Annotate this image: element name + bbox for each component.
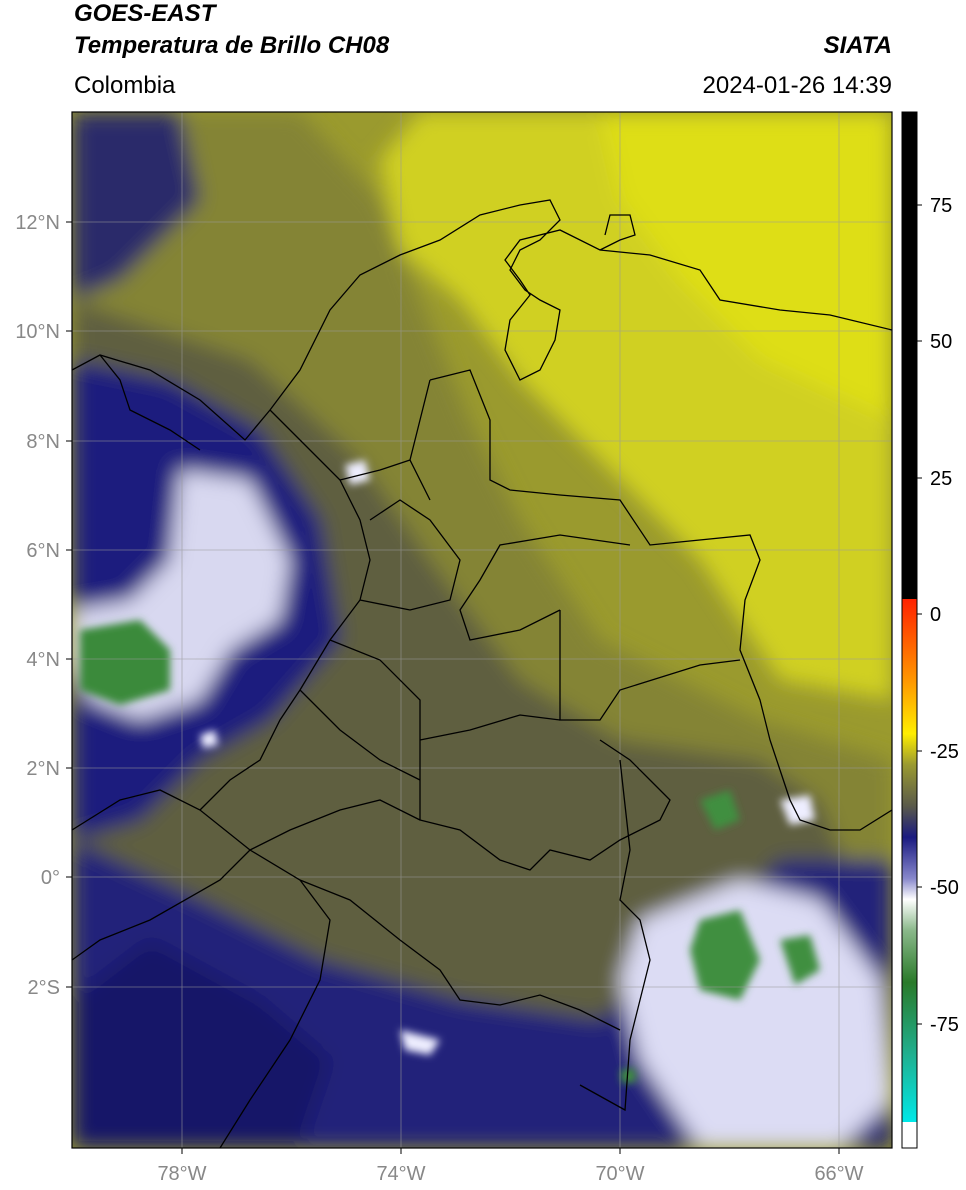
lat-label: 0°: [41, 867, 60, 889]
colorbar-scale: [901, 111, 918, 1149]
brand-label: SIATA: [823, 32, 892, 59]
colorbar-tick: -25: [930, 741, 959, 763]
longitude-labels: 78°W 74°W 70°W 66°W: [157, 1163, 863, 1185]
lat-label: 6°N: [26, 540, 60, 562]
colorbar-tick: 50: [930, 331, 952, 353]
colorbar-tick: -50: [930, 877, 959, 899]
timestamp-label: 2024-01-26 14:39: [702, 72, 893, 99]
lat-label: 2°N: [26, 758, 60, 780]
latitude-labels: 12°N 10°N 8°N 6°N 4°N 2°N 0° 2°S: [15, 212, 60, 999]
colorbar: 75 50 25 0 -25 -50 -75: [901, 111, 959, 1149]
satellite-title: GOES-EAST: [74, 0, 216, 27]
colorbar-tick: -75: [930, 1014, 959, 1036]
lat-label: 8°N: [26, 431, 60, 453]
country-borders: [72, 199, 892, 1148]
colorbar-tick: 25: [930, 468, 952, 490]
colorbar-tick: 75: [930, 195, 952, 217]
colorbar-tick: 0: [930, 604, 941, 626]
lat-label: 10°N: [15, 321, 60, 343]
lat-label: 2°S: [28, 977, 60, 999]
product-title: Temperatura de Brillo CH08: [74, 32, 390, 59]
lon-label: 66°W: [814, 1163, 863, 1185]
lat-label: 4°N: [26, 649, 60, 671]
map-imagery: [72, 112, 892, 1148]
lon-label: 74°W: [376, 1163, 425, 1185]
lat-label: 12°N: [15, 212, 60, 234]
lon-label: 70°W: [595, 1163, 644, 1185]
lon-label: 78°W: [157, 1163, 206, 1185]
region-label: Colombia: [74, 72, 176, 99]
